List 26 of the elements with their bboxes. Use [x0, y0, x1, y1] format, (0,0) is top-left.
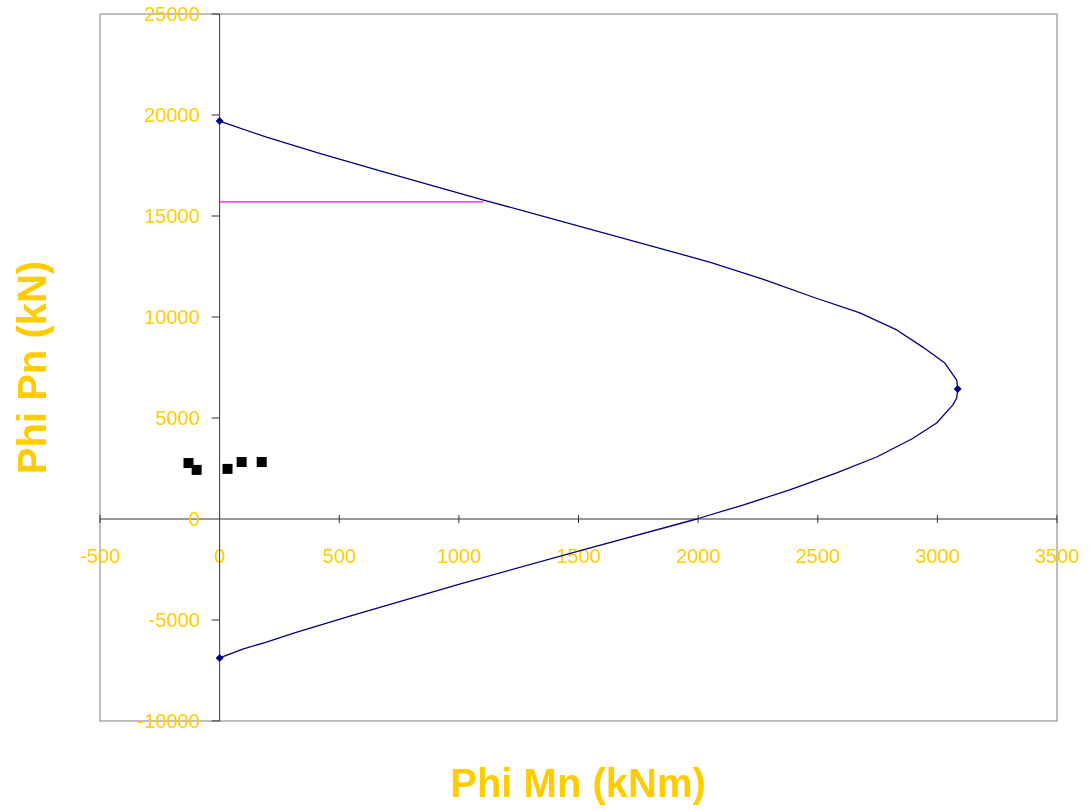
y-tick-label: 10000	[144, 306, 200, 328]
y-tick-label: -5000	[148, 609, 200, 631]
x-tick-label: 2500	[795, 545, 840, 567]
y-axis-title: Phi Pn (kN)	[10, 260, 54, 475]
point	[953, 384, 962, 393]
y-tick-label: 20000	[144, 104, 200, 126]
point	[222, 463, 233, 474]
y-tick-label: 5000	[155, 407, 200, 429]
x-tick-label: 1500	[556, 545, 601, 567]
x-tick-label: 3000	[915, 545, 960, 567]
x-tick-label: -500	[79, 545, 121, 567]
y-tick-label: -10000	[137, 710, 200, 732]
x-tick-label: 500	[322, 545, 356, 567]
y-tick-label: 15000	[144, 205, 200, 227]
point	[215, 653, 224, 662]
point	[191, 464, 202, 475]
point	[215, 117, 224, 126]
y-tick-label: 25000	[144, 3, 200, 25]
y-tick-label: 0	[188, 508, 200, 530]
point	[183, 458, 194, 469]
x-tick-label: 2000	[675, 545, 721, 567]
x-tick-label: 3500	[1034, 545, 1080, 567]
x-axis-title: Phi Mn (kNm)	[450, 761, 706, 805]
point	[236, 457, 247, 468]
x-tick-label: 1000	[436, 545, 482, 567]
point	[256, 457, 267, 468]
